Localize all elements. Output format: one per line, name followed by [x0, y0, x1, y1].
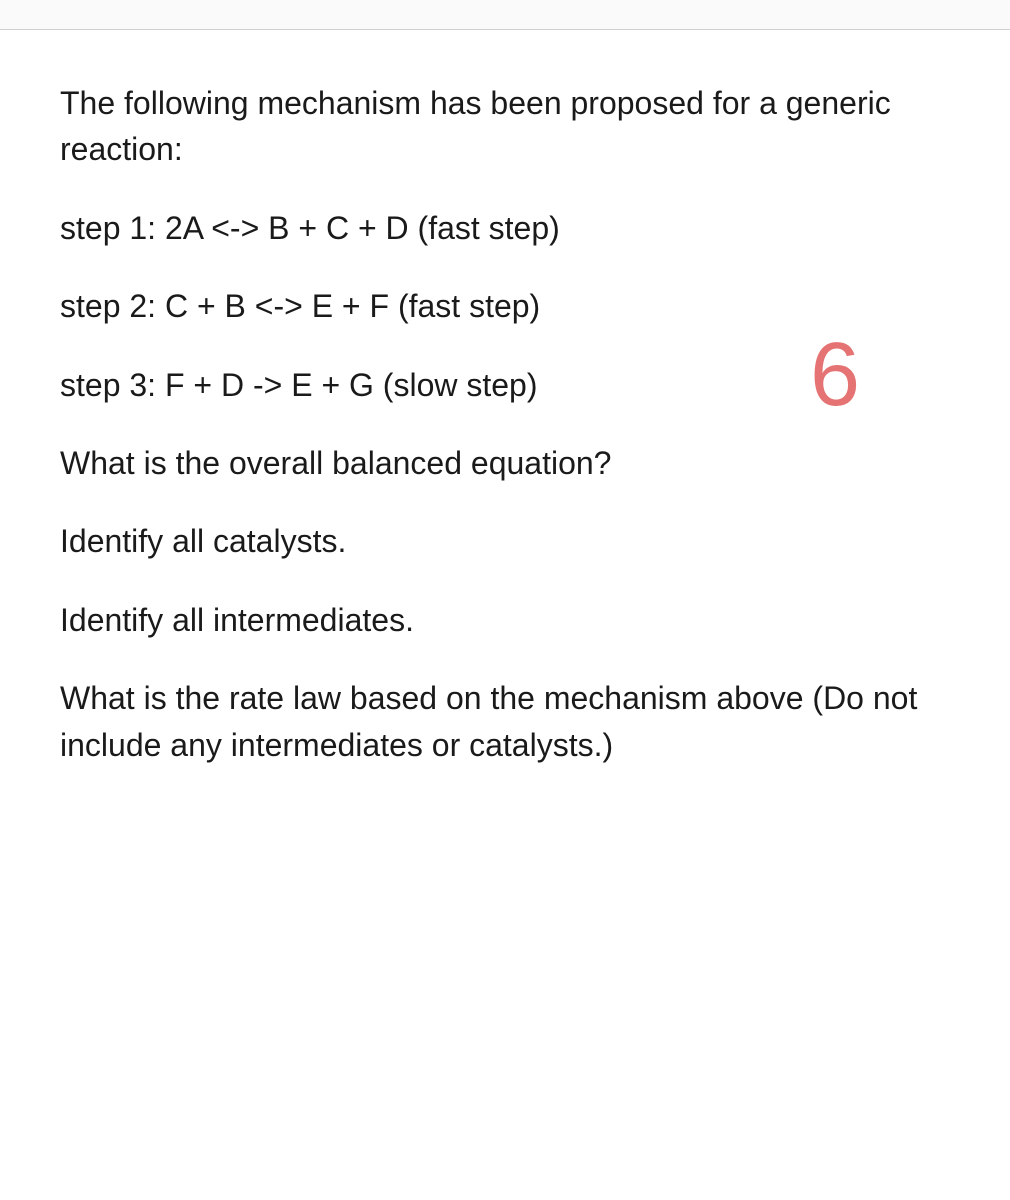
question-2-text: Identify all catalysts.: [60, 518, 950, 564]
question-content: The following mechanism has been propose…: [0, 30, 1010, 840]
step-2-text: step 2: C + B <-> E + F (fast step): [60, 283, 950, 329]
question-1-text: What is the overall balanced equation?: [60, 440, 950, 486]
question-4-text: What is the rate law based on the mechan…: [60, 675, 950, 768]
top-toolbar-strip: [0, 0, 1010, 30]
intro-text: The following mechanism has been propose…: [60, 80, 950, 173]
handwritten-annotation-six: 6: [810, 330, 860, 420]
step-1-text: step 1: 2A <-> B + C + D (fast step): [60, 205, 950, 251]
question-3-text: Identify all intermediates.: [60, 597, 950, 643]
